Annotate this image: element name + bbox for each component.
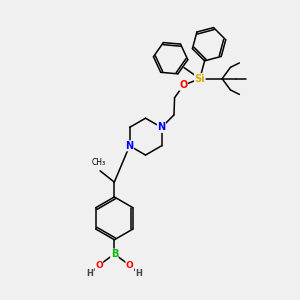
Text: CH₃: CH₃ — [92, 158, 106, 167]
Text: N: N — [158, 122, 166, 132]
Text: H: H — [135, 269, 142, 278]
Text: N: N — [125, 141, 134, 151]
Text: O: O — [126, 261, 134, 270]
Text: O: O — [179, 80, 188, 90]
Text: O: O — [95, 261, 103, 270]
Text: B: B — [111, 249, 118, 259]
Text: Si: Si — [194, 74, 205, 84]
Text: H: H — [86, 269, 93, 278]
